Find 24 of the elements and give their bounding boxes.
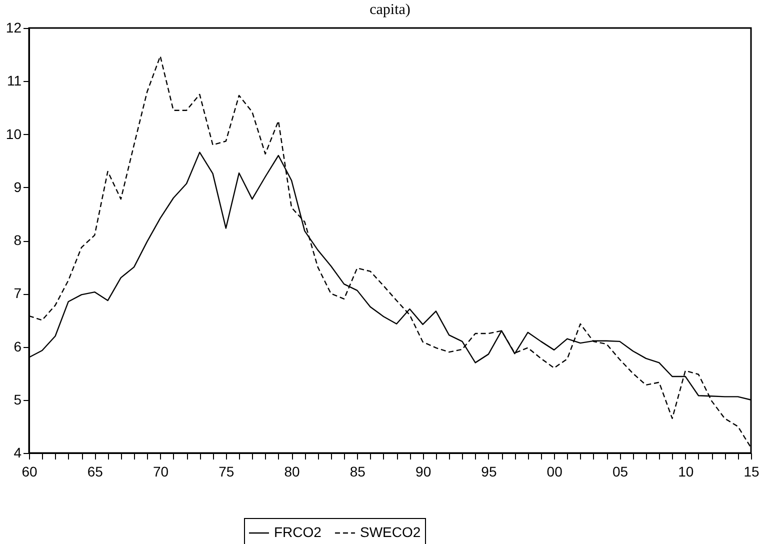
legend-label: SWECO2: [360, 524, 421, 540]
x-tick-label: 65: [87, 464, 104, 480]
y-tick-label: 4: [14, 444, 22, 460]
x-tick-label: 10: [678, 464, 694, 480]
x-tick-label: 85: [350, 464, 366, 480]
x-tick-label: 05: [612, 464, 628, 480]
x-tick-label: 75: [218, 464, 234, 480]
x-tick-label: 95: [481, 464, 497, 480]
x-tick-label: 90: [416, 464, 432, 480]
x-tick-label: 60: [22, 464, 38, 480]
y-tick-label: 11: [6, 72, 22, 89]
chart-title: capita): [370, 2, 410, 18]
x-tick-label: 00: [546, 464, 563, 480]
y-tick-label: 8: [14, 232, 22, 248]
y-tick-label: 6: [14, 338, 22, 354]
y-tick-label: 12: [6, 20, 22, 36]
y-tick-label: 9: [14, 178, 22, 195]
y-tick-label: 10: [6, 126, 22, 142]
y-tick-label: 7: [14, 285, 22, 302]
y-tick-label: 5: [14, 391, 22, 408]
x-tick-label: 70: [152, 464, 169, 480]
x-tick-label: 15: [744, 464, 760, 480]
legend-label: FRCO2: [274, 524, 322, 540]
x-tick-label: 80: [284, 464, 300, 480]
